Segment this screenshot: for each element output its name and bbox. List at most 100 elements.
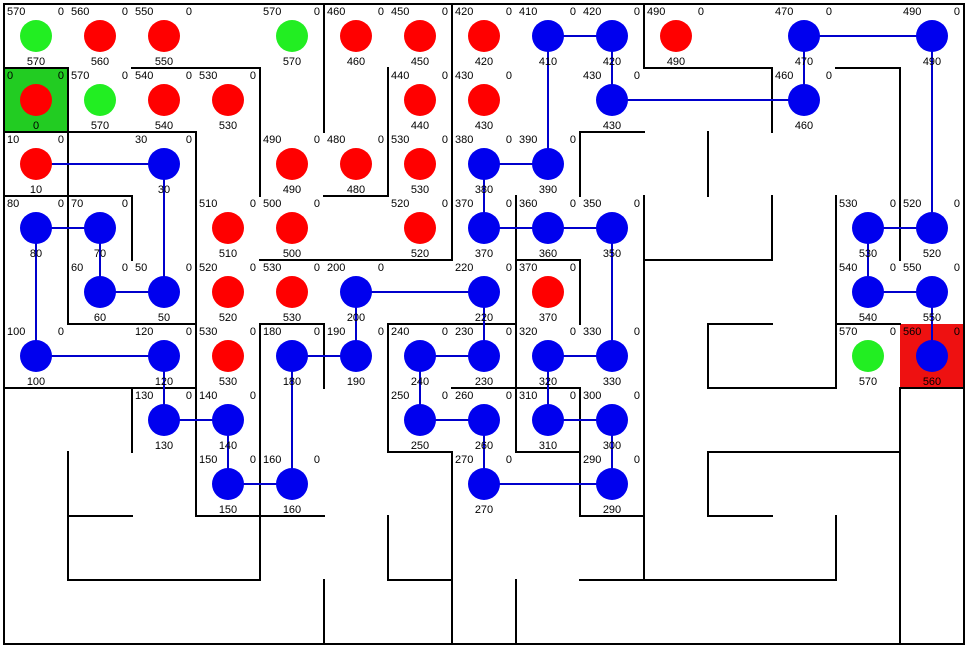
node-g-cost: 420: [455, 6, 473, 18]
node-h-cost: 0: [442, 134, 448, 146]
node-f-cost: 140: [219, 440, 237, 452]
node-g-cost: 530: [391, 134, 409, 146]
node-g-cost: 10: [7, 134, 19, 146]
node-circle: [468, 404, 500, 436]
maze-node: 160 0 160: [263, 454, 320, 516]
maze-node: 190 0 190: [327, 326, 384, 388]
node-g-cost: 150: [199, 454, 217, 466]
node-f-cost: 510: [219, 248, 237, 260]
node-g-cost: 260: [455, 390, 473, 402]
maze-node: 510 0 510: [199, 198, 256, 260]
node-g-cost: 430: [455, 70, 473, 82]
maze-node: 370 0 370: [519, 262, 576, 324]
node-g-cost: 370: [519, 262, 537, 274]
maze-node: 0 0 0: [7, 70, 64, 132]
maze-node: 550 0 550: [135, 6, 192, 68]
node-circle: [212, 468, 244, 500]
node-h-cost: 0: [442, 326, 448, 338]
node-h-cost: 0: [186, 326, 192, 338]
node-f-cost: 370: [475, 248, 493, 260]
node-h-cost: 0: [186, 134, 192, 146]
node-circle: [916, 212, 948, 244]
node-h-cost: 0: [186, 6, 192, 18]
node-f-cost: 120: [155, 376, 173, 388]
node-h-cost: 0: [442, 70, 448, 82]
node-circle: [148, 20, 180, 52]
node-g-cost: 440: [391, 70, 409, 82]
node-g-cost: 310: [519, 390, 537, 402]
node-f-cost: 570: [27, 56, 45, 68]
maze-node: 500 0 500: [263, 198, 320, 260]
maze-node: 80 0 80: [7, 198, 64, 260]
node-h-cost: 0: [378, 326, 384, 338]
maze-node: 570 0 570: [263, 6, 320, 68]
node-f-cost: 570: [91, 120, 109, 132]
maze-node: 120 0 120: [135, 326, 192, 388]
maze-node: 250 0 250: [391, 390, 448, 452]
node-g-cost: 550: [903, 262, 921, 274]
maze-node: 10 0 10: [7, 134, 64, 196]
node-f-cost: 190: [347, 376, 365, 388]
node-g-cost: 560: [71, 6, 89, 18]
node-circle: [212, 212, 244, 244]
node-f-cost: 460: [347, 56, 365, 68]
maze-node: 290 0 290: [583, 454, 640, 516]
maze-node: 230 0 230: [455, 326, 512, 388]
node-f-cost: 380: [475, 184, 493, 196]
maze-node: 70 0 70: [71, 198, 128, 260]
maze-node: 550 0 550: [903, 262, 960, 324]
node-g-cost: 220: [455, 262, 473, 274]
node-f-cost: 550: [155, 56, 173, 68]
maze-node: 520 0 520: [199, 262, 256, 324]
node-g-cost: 70: [71, 198, 83, 210]
node-h-cost: 0: [954, 326, 960, 338]
node-circle: [916, 20, 948, 52]
node-h-cost: 0: [122, 6, 128, 18]
maze-node: 490 0 490: [263, 134, 320, 196]
node-circle: [660, 20, 692, 52]
node-g-cost: 490: [903, 6, 921, 18]
node-h-cost: 0: [250, 70, 256, 82]
node-circle: [404, 404, 436, 436]
node-g-cost: 350: [583, 198, 601, 210]
node-f-cost: 460: [795, 120, 813, 132]
node-circle: [468, 276, 500, 308]
node-g-cost: 520: [199, 262, 217, 274]
node-circle: [20, 212, 52, 244]
node-g-cost: 550: [135, 6, 153, 18]
node-g-cost: 540: [839, 262, 857, 274]
node-circle: [84, 20, 116, 52]
node-f-cost: 270: [475, 504, 493, 516]
node-f-cost: 410: [539, 56, 557, 68]
node-circle: [596, 468, 628, 500]
node-circle: [468, 84, 500, 116]
maze-node: 140 0 140: [199, 390, 256, 452]
node-g-cost: 480: [327, 134, 345, 146]
node-circle: [212, 84, 244, 116]
maze-node: 430 0 430: [455, 70, 512, 132]
node-g-cost: 270: [455, 454, 473, 466]
node-h-cost: 0: [954, 198, 960, 210]
node-h-cost: 0: [506, 326, 512, 338]
node-circle: [852, 276, 884, 308]
node-h-cost: 0: [314, 454, 320, 466]
node-g-cost: 530: [199, 70, 217, 82]
node-f-cost: 260: [475, 440, 493, 452]
node-g-cost: 500: [263, 198, 281, 210]
node-g-cost: 460: [775, 70, 793, 82]
node-circle: [276, 212, 308, 244]
node-g-cost: 330: [583, 326, 601, 338]
node-g-cost: 570: [263, 6, 281, 18]
node-h-cost: 0: [634, 6, 640, 18]
node-circle: [788, 84, 820, 116]
node-f-cost: 530: [219, 120, 237, 132]
node-g-cost: 520: [903, 198, 921, 210]
node-h-cost: 0: [122, 70, 128, 82]
maze-node: 530 0 530: [839, 198, 896, 260]
node-h-cost: 0: [570, 390, 576, 402]
node-g-cost: 520: [391, 198, 409, 210]
node-f-cost: 560: [923, 376, 941, 388]
node-h-cost: 0: [570, 262, 576, 274]
node-g-cost: 30: [135, 134, 147, 146]
node-g-cost: 160: [263, 454, 281, 466]
